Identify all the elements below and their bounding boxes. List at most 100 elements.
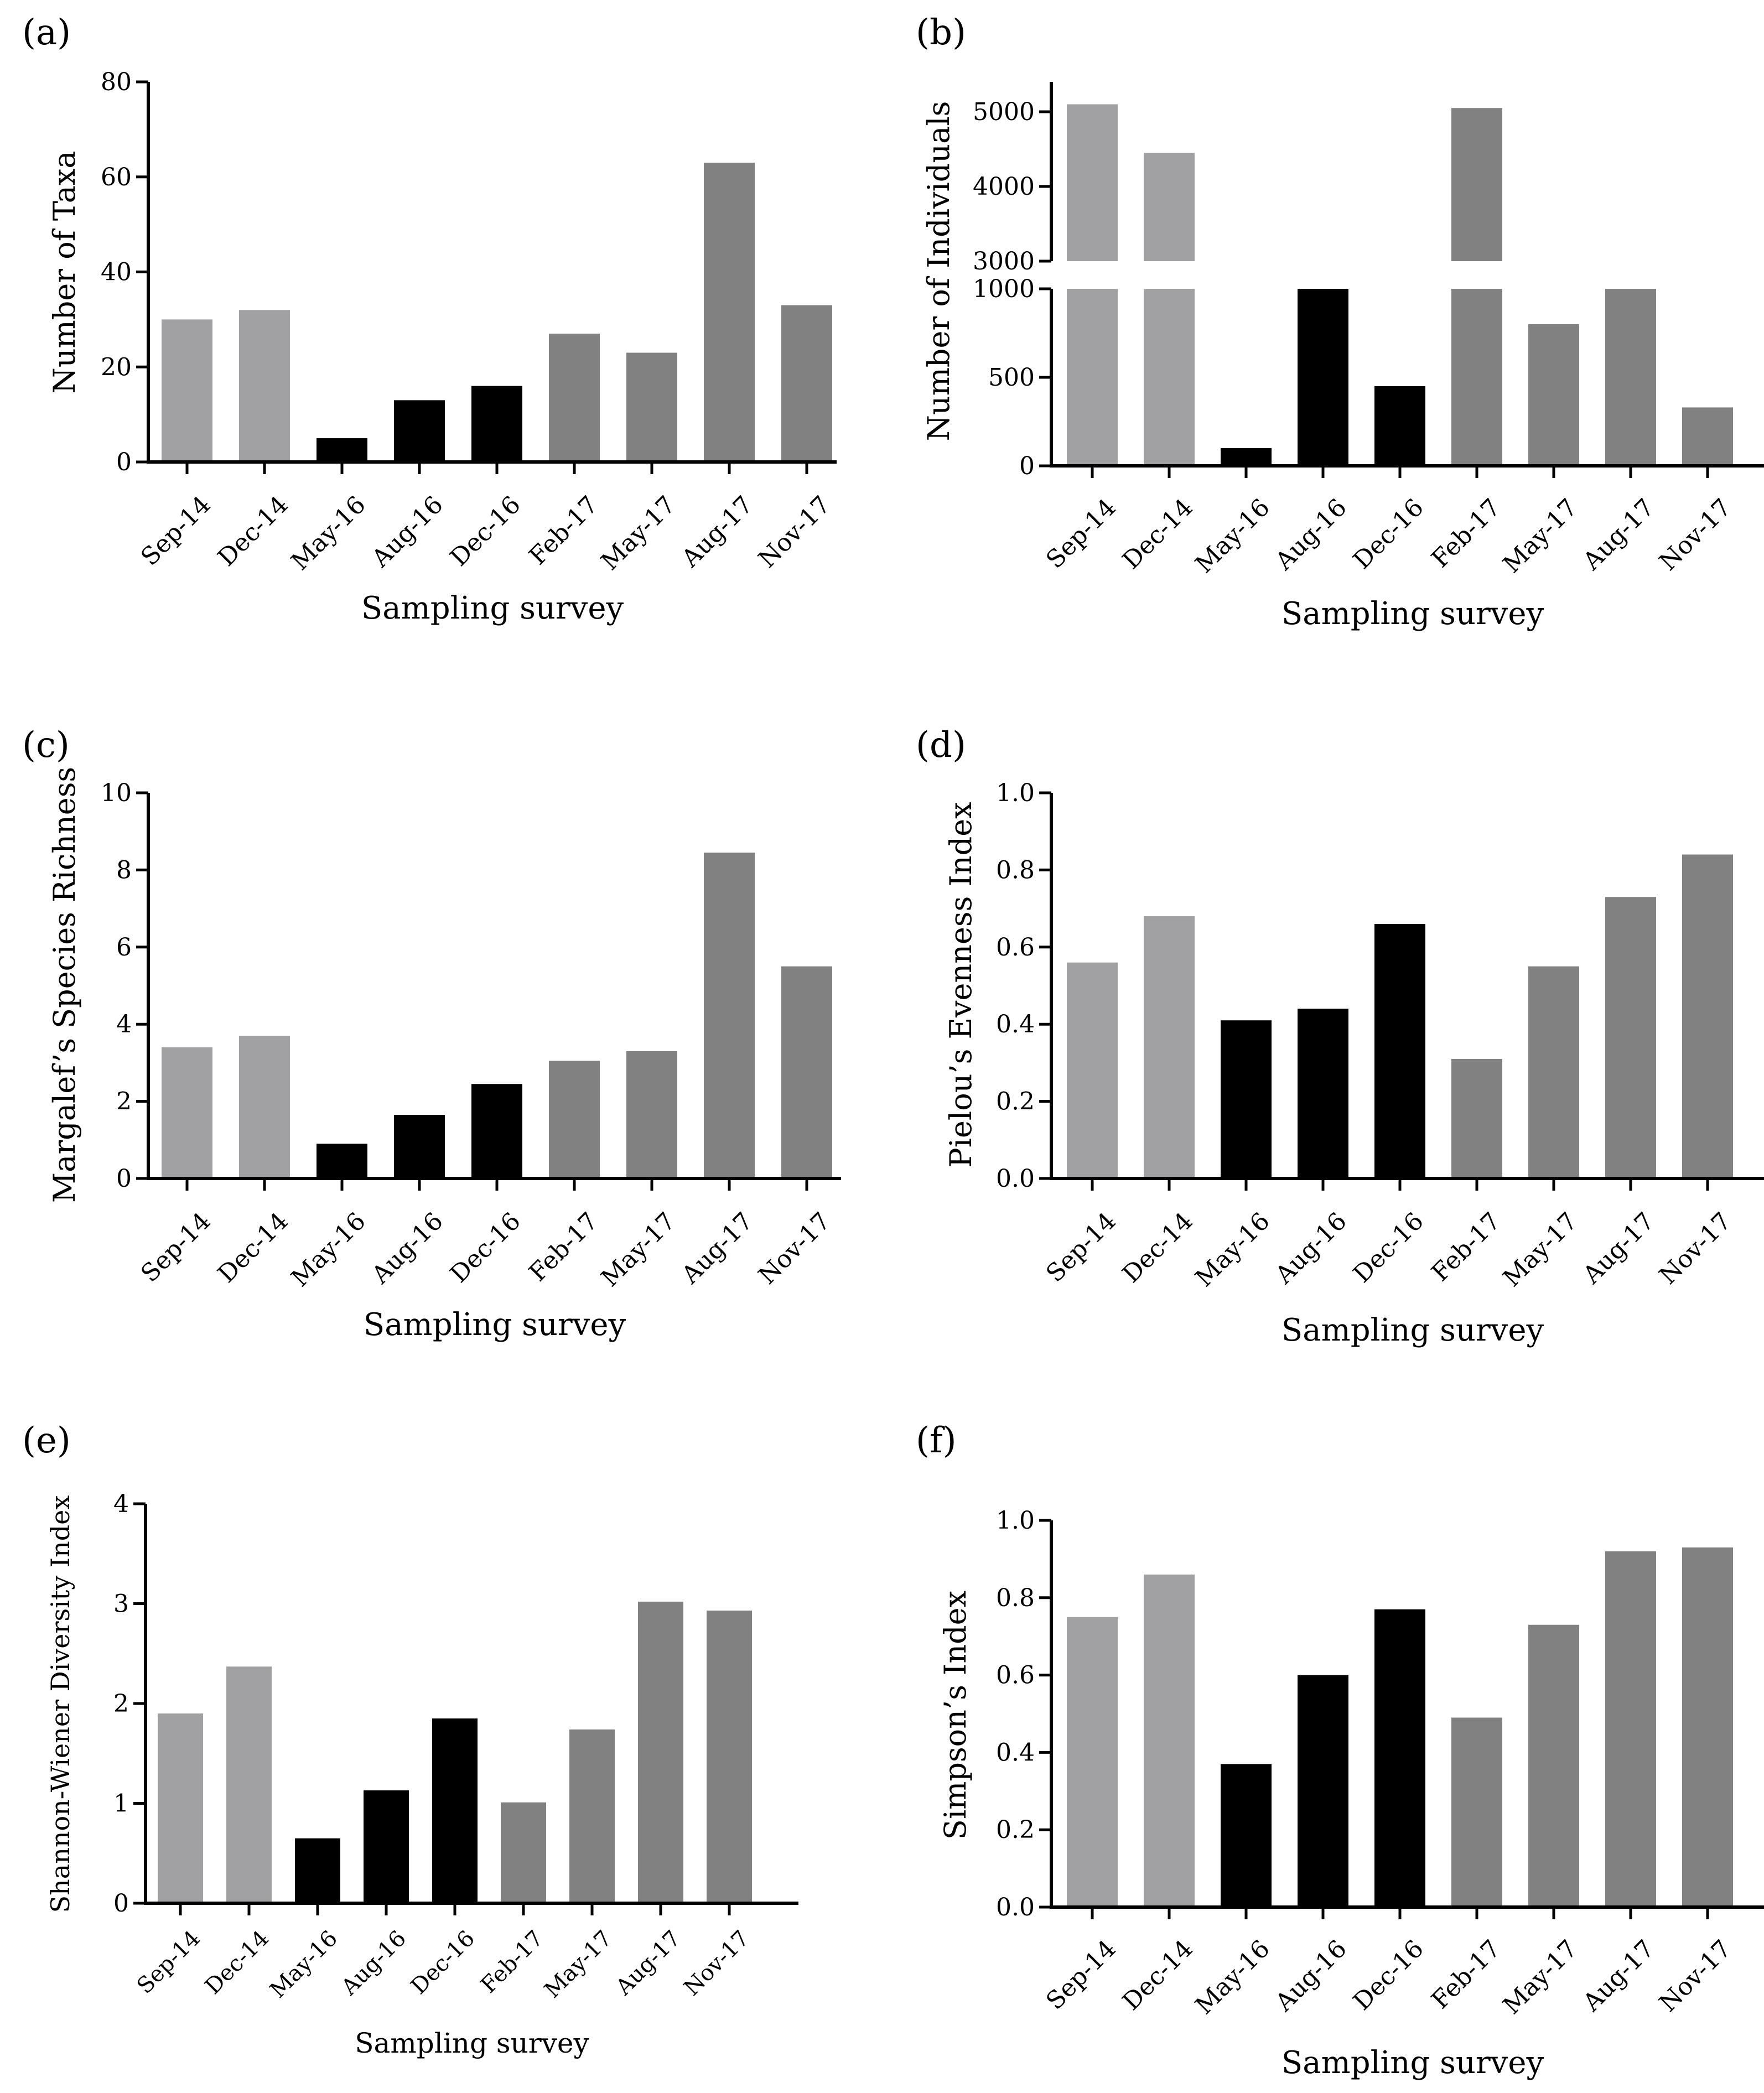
bar-Aug-17 (1605, 897, 1656, 1178)
y-tick-label: 0.2 (996, 1816, 1035, 1844)
panel-c: (c) 0 2 4 6 8 10 Sep-14Dec-14May-16Aug-16Dec-16… (22, 725, 841, 1343)
x-tick-label: Dec-16 (445, 1207, 526, 1289)
bars (1067, 1547, 1733, 1907)
y-axis-title: Number of Taxa (47, 150, 82, 393)
y-tick-label: 5000 (973, 98, 1035, 126)
bar-Dec-16-lower (1374, 386, 1425, 466)
bar-Sep-14-upper (1067, 104, 1118, 261)
y-tick-label: 40 (101, 258, 132, 287)
y-tick-label: 0.6 (996, 933, 1035, 962)
bar-Nov-17 (781, 305, 832, 462)
x-tick-label: Feb-17 (1426, 494, 1506, 573)
bar-Nov-17 (1682, 1547, 1733, 1907)
x-tick-label: Aug-16 (1269, 494, 1352, 576)
x-tick-label: May-17 (1498, 494, 1583, 579)
x-tick-label: Dec-14 (1117, 1935, 1199, 2016)
y-tick-label: 6 (116, 933, 132, 962)
x-tick-label: Nov-17 (1654, 1207, 1737, 1290)
y-tick-label: 0 (1019, 452, 1035, 480)
bar-Aug-17 (638, 1601, 683, 1903)
x-tick-label: May-17 (1498, 1207, 1583, 1292)
x-tick-label: May-16 (286, 1207, 371, 1292)
x-tick-label: Feb-17 (523, 1207, 603, 1287)
bar-May-17 (1528, 1624, 1579, 1907)
x-tick-label: May-17 (1498, 1935, 1583, 2020)
bars (1067, 104, 1733, 466)
x-axis: Sep-14Dec-14May-16Aug-16Dec-16Feb-17May-… (132, 1902, 798, 2003)
panel-d: (d)0.00.20.40.60.81.0Sep-14Dec-14May-16A… (916, 725, 1764, 1348)
x-tick-label: Feb-17 (523, 491, 603, 570)
bar-Nov-17 (781, 966, 832, 1178)
x-tick-label: Dec-14 (212, 1207, 294, 1289)
bar-Feb-17-upper (1451, 108, 1502, 261)
bar-May-17 (626, 352, 677, 462)
x-axis: Sep-14Dec-14May-16Aug-16Dec-16Feb-17May-… (1041, 1905, 1764, 2020)
x-tick-label: Aug-17 (1577, 1207, 1659, 1290)
y-tick-label: 4000 (973, 173, 1035, 201)
y-tick-label: 3000 (973, 247, 1035, 276)
bar-Feb-17 (501, 1802, 546, 1903)
bar-Feb-17-lower (1451, 289, 1502, 466)
x-tick-label: May-16 (1190, 1935, 1275, 2020)
x-tick-label: Aug-16 (1269, 1207, 1352, 1290)
bar-Feb-17 (1451, 1058, 1502, 1178)
bar-Dec-16 (471, 386, 522, 462)
x-tick-label: Dec-16 (406, 1926, 480, 1999)
bar-Dec-14 (239, 310, 290, 462)
y-tick-label: 8 (116, 856, 132, 884)
bar-Dec-16 (1374, 923, 1425, 1178)
bar-Aug-17 (704, 853, 755, 1178)
y-tick-label: 0 (116, 1165, 132, 1193)
bar-Dec-16 (471, 1084, 522, 1178)
panel-label: (c) (22, 725, 70, 766)
x-tick-label: Feb-17 (1426, 1935, 1506, 2014)
bar-Sep-14 (1067, 1617, 1118, 1907)
y-axis: 0 2 4 6 8 10 (101, 779, 150, 1193)
y-tick-label: 4 (116, 1010, 132, 1038)
bar-May-16 (1221, 1020, 1272, 1178)
y-tick-label: 0.8 (996, 1584, 1035, 1612)
y-tick-label: 0.0 (996, 1165, 1035, 1193)
y-tick-label: 60 (101, 163, 132, 191)
bar-Aug-17 (704, 162, 755, 462)
x-tick-label: Aug-16 (366, 491, 448, 573)
x-tick-label: May-17 (596, 491, 681, 576)
y-tick-label: 2 (113, 1690, 129, 1718)
x-axis: Sep-14Dec-14May-16Aug-16Dec-16Feb-17May-… (1041, 464, 1764, 579)
y-tick-label: 0 (116, 448, 132, 476)
x-axis-title: Sampling survey (1282, 596, 1544, 632)
x-axis-title: Sampling survey (1282, 2045, 1544, 2081)
x-tick-label: Sep-14 (136, 491, 216, 572)
x-axis: Sep-14Dec-14May-16Aug-16Dec-16Feb-17May-… (136, 460, 837, 576)
bar-Aug-16 (364, 1790, 409, 1903)
x-tick-label: Aug-17 (676, 491, 758, 573)
bar-Dec-14 (226, 1666, 272, 1903)
bar-Aug-16 (394, 1114, 445, 1178)
bar-Dec-14 (1144, 916, 1195, 1178)
bar-Feb-17 (549, 334, 600, 462)
x-axis: Sep-14Dec-14May-16Aug-16Dec-16Feb-17May-… (1041, 1177, 1764, 1292)
y-tick-label: 1.0 (996, 1507, 1035, 1535)
y-axis-title: Simpson’s Index (938, 1591, 973, 1840)
bar-Feb-17 (1451, 1717, 1502, 1907)
bar-Sep-14 (158, 1713, 203, 1903)
y-tick-label: 3 (113, 1590, 129, 1618)
y-tick-label: 1000 (973, 275, 1035, 303)
x-tick-label: May-16 (1190, 1207, 1275, 1292)
x-tick-label: Feb-17 (1426, 1207, 1506, 1287)
bar-Nov-17-lower (1682, 407, 1733, 466)
x-axis: Sep-14Dec-14May-16Aug-16Dec-16Feb-17May-… (136, 1177, 841, 1292)
x-tick-label: Aug-16 (336, 1926, 412, 2001)
bar-Aug-16 (394, 400, 445, 462)
bar-Sep-14 (162, 319, 212, 462)
x-tick-label: Nov-17 (1654, 494, 1737, 577)
x-axis-title: Sampling survey (355, 2027, 589, 2059)
x-tick-label: Aug-17 (676, 1207, 758, 1290)
bar-Aug-16 (1298, 1009, 1348, 1178)
panel-f: (f)0.00.20.40.60.81.0Sep-14Dec-14May-16A… (916, 1420, 1764, 2081)
x-tick-label: Sep-14 (136, 1207, 216, 1288)
y-tick-label: 1.0 (996, 779, 1035, 807)
x-tick-label: Sep-14 (1041, 1935, 1122, 2016)
x-tick-label: Nov-17 (679, 1926, 754, 2001)
x-tick-label: Feb-17 (476, 1926, 548, 1998)
